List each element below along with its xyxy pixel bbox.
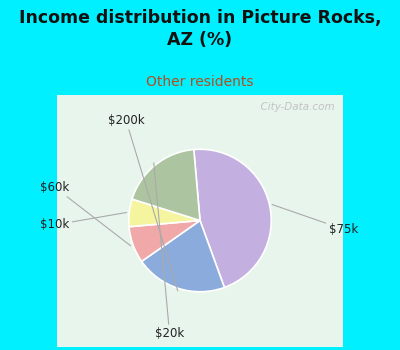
Wedge shape [142,220,224,292]
Wedge shape [194,149,271,287]
FancyBboxPatch shape [54,92,346,349]
Wedge shape [132,149,200,220]
Wedge shape [129,199,200,227]
Text: $75k: $75k [272,204,358,236]
Text: $20k: $20k [154,163,184,340]
Text: $10k: $10k [40,212,126,231]
Text: $200k: $200k [108,114,178,291]
Wedge shape [129,220,200,261]
Text: Income distribution in Picture Rocks,
AZ (%): Income distribution in Picture Rocks, AZ… [19,9,381,49]
Text: City-Data.com: City-Data.com [254,102,335,112]
Text: Other residents: Other residents [146,75,254,89]
Text: $60k: $60k [40,181,130,246]
